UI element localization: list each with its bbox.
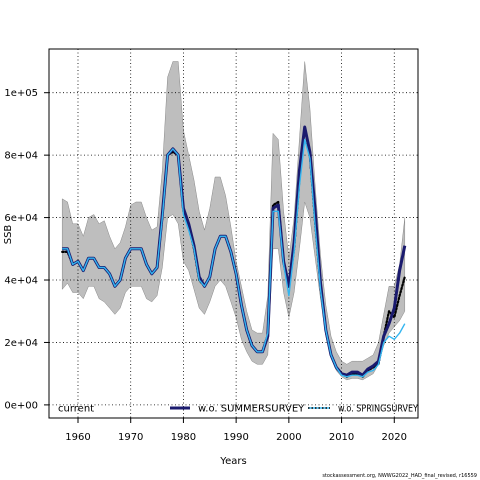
y-tick-label: 1e+05	[4, 88, 38, 99]
x-tick-label: 1990	[223, 432, 248, 443]
y-tick-label: 4e+04	[4, 276, 38, 287]
confidence-band-layer	[61, 61, 406, 381]
series-layer	[61, 125, 407, 378]
y-axis: 0e+00 2e+04 4e+04 6e+04 8e+04 1e+05	[4, 88, 49, 411]
footer-credit: stockassessment.org, NWWG2022_HAD_final_…	[322, 473, 477, 479]
legend-label-spring: w.o. SPRINGSURVEY	[338, 404, 419, 415]
x-tick-label: 1970	[118, 432, 143, 443]
confidence-band	[61, 61, 406, 381]
series-line-w-o-springsurvey	[62, 138, 406, 378]
x-tick-label: 2020	[382, 432, 407, 443]
x-tick-label: 2010	[329, 432, 354, 443]
x-tick-label: 1960	[65, 432, 90, 443]
x-axis: 1960 1970 1980 1990 2000 2010 2020	[65, 418, 407, 443]
y-tick-label: 8e+04	[4, 151, 38, 162]
y-axis-title: SSB	[3, 225, 14, 245]
x-tick-label: 2000	[276, 432, 301, 443]
x-tick-label: 1980	[171, 432, 196, 443]
y-tick-label: 0e+00	[4, 400, 38, 411]
legend-label-current: current	[58, 404, 94, 415]
legend-label-summer: w.o. SUMMERSURVEY	[198, 404, 305, 415]
legend: current w.o. SUMMERSURVEY w.o. SPRINGSURVE…	[58, 404, 419, 415]
y-tick-label: 2e+04	[4, 338, 38, 349]
x-axis-title: Years	[219, 456, 246, 467]
y-tick-label: 6e+04	[4, 213, 38, 224]
plot-frame	[48, 48, 419, 419]
